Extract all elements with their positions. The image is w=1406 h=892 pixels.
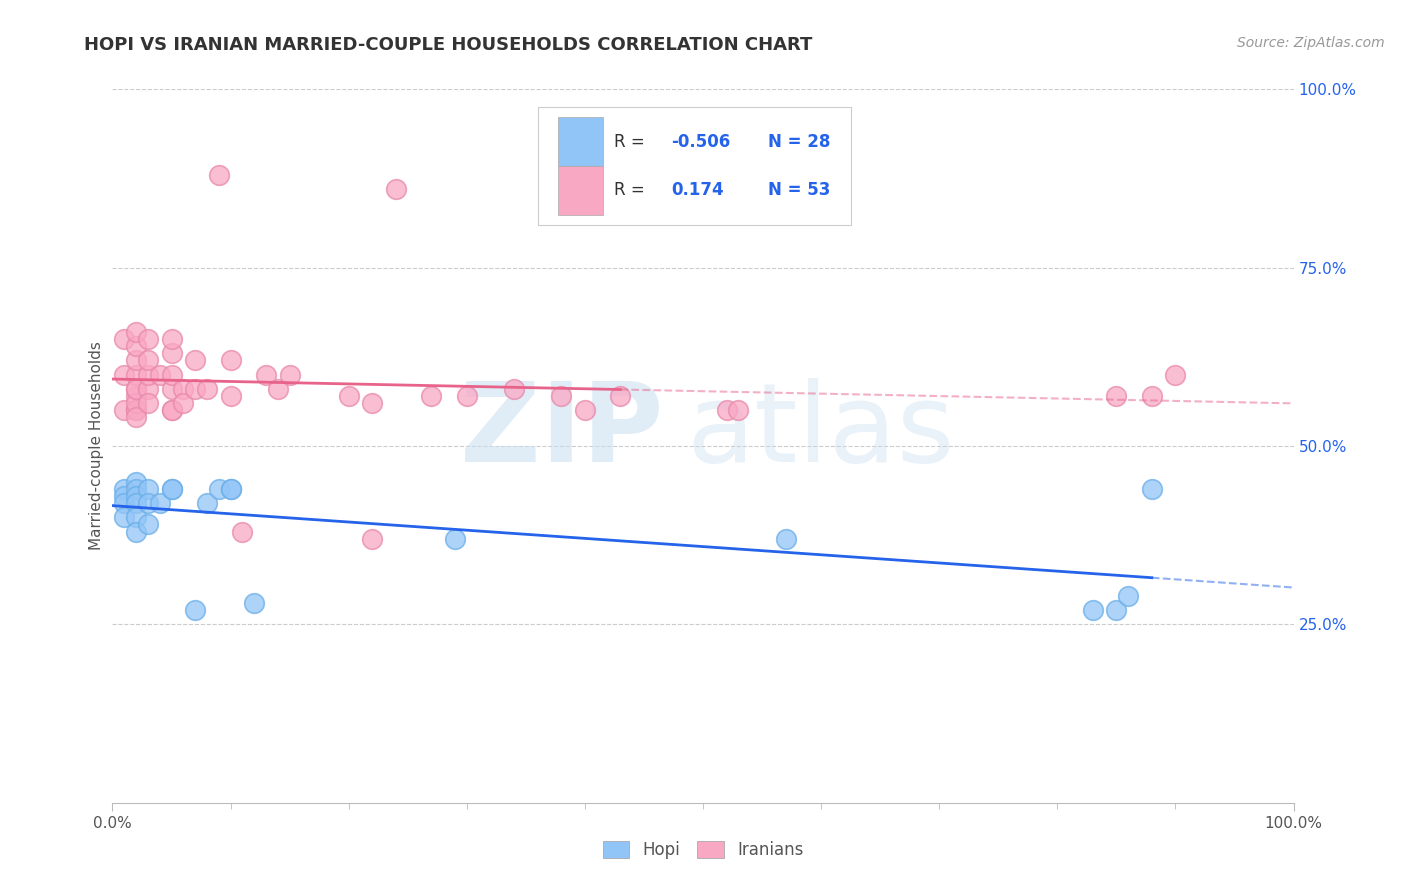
Point: [136, 332, 159, 346]
Text: R =: R =: [614, 133, 645, 151]
Text: Source: ZipAtlas.com: Source: ZipAtlas.com: [1237, 36, 1385, 50]
Text: HOPI VS IRANIAN MARRIED-COUPLE HOUSEHOLDS CORRELATION CHART: HOPI VS IRANIAN MARRIED-COUPLE HOUSEHOLD…: [84, 36, 813, 54]
Point: [112, 332, 135, 346]
Point: [136, 382, 159, 396]
Point: [503, 382, 526, 396]
Point: [160, 382, 183, 396]
Point: [160, 403, 183, 417]
Point: [125, 482, 148, 496]
Point: [136, 396, 159, 410]
Point: [125, 339, 148, 353]
Point: [125, 382, 148, 396]
Point: [444, 532, 467, 546]
Point: [125, 403, 148, 417]
Point: [125, 389, 148, 403]
Point: [208, 482, 231, 496]
Text: -0.506: -0.506: [671, 133, 730, 151]
Point: [125, 353, 148, 368]
Point: [125, 368, 148, 382]
Point: [267, 382, 290, 396]
Point: [136, 353, 159, 368]
Point: [361, 532, 384, 546]
Point: [184, 353, 207, 368]
Point: [243, 596, 266, 610]
Text: N = 28: N = 28: [768, 133, 831, 151]
Point: [184, 382, 207, 396]
Point: [172, 396, 194, 410]
Point: [149, 496, 172, 510]
FancyBboxPatch shape: [558, 166, 603, 214]
Point: [219, 482, 242, 496]
Point: [420, 389, 443, 403]
Point: [727, 403, 749, 417]
Point: [112, 482, 135, 496]
Point: [337, 389, 360, 403]
Point: [112, 403, 135, 417]
Text: 0.174: 0.174: [671, 181, 724, 199]
Text: N = 53: N = 53: [768, 181, 831, 199]
Point: [208, 168, 231, 182]
Text: R =: R =: [614, 181, 645, 199]
Point: [231, 524, 253, 539]
Point: [195, 496, 218, 510]
Point: [1105, 389, 1128, 403]
Point: [125, 475, 148, 489]
Point: [716, 403, 738, 417]
Point: [172, 382, 194, 396]
Point: [550, 389, 572, 403]
Point: [149, 368, 172, 382]
Point: [112, 489, 135, 503]
Point: [136, 517, 159, 532]
Point: [1105, 603, 1128, 617]
Point: [160, 368, 183, 382]
Legend: Hopi, Iranians: Hopi, Iranians: [596, 834, 810, 866]
Point: [219, 389, 242, 403]
Point: [112, 368, 135, 382]
Point: [125, 496, 148, 510]
Point: [136, 482, 159, 496]
Point: [1140, 389, 1163, 403]
Point: [112, 510, 135, 524]
Point: [385, 182, 408, 196]
Point: [125, 489, 148, 503]
FancyBboxPatch shape: [558, 118, 603, 166]
Point: [136, 368, 159, 382]
Point: [195, 382, 218, 396]
Point: [160, 482, 183, 496]
Point: [160, 482, 183, 496]
Point: [125, 325, 148, 339]
Point: [125, 403, 148, 417]
Point: [125, 396, 148, 410]
Point: [160, 403, 183, 417]
Point: [160, 332, 183, 346]
Point: [1116, 589, 1139, 603]
Point: [1164, 368, 1187, 382]
Point: [361, 396, 384, 410]
Text: ZIP: ZIP: [460, 378, 664, 485]
Point: [775, 532, 797, 546]
Point: [160, 346, 183, 360]
Point: [125, 510, 148, 524]
Point: [125, 410, 148, 425]
Point: [1140, 482, 1163, 496]
Point: [456, 389, 478, 403]
Point: [125, 524, 148, 539]
Point: [184, 603, 207, 617]
Point: [219, 482, 242, 496]
Point: [278, 368, 301, 382]
Point: [574, 403, 596, 417]
FancyBboxPatch shape: [537, 107, 851, 225]
Point: [136, 496, 159, 510]
Point: [1081, 603, 1104, 617]
Point: [254, 368, 277, 382]
Point: [219, 353, 242, 368]
Point: [609, 389, 631, 403]
Y-axis label: Married-couple Households: Married-couple Households: [89, 342, 104, 550]
Point: [125, 382, 148, 396]
Text: atlas: atlas: [688, 378, 955, 485]
Point: [112, 496, 135, 510]
